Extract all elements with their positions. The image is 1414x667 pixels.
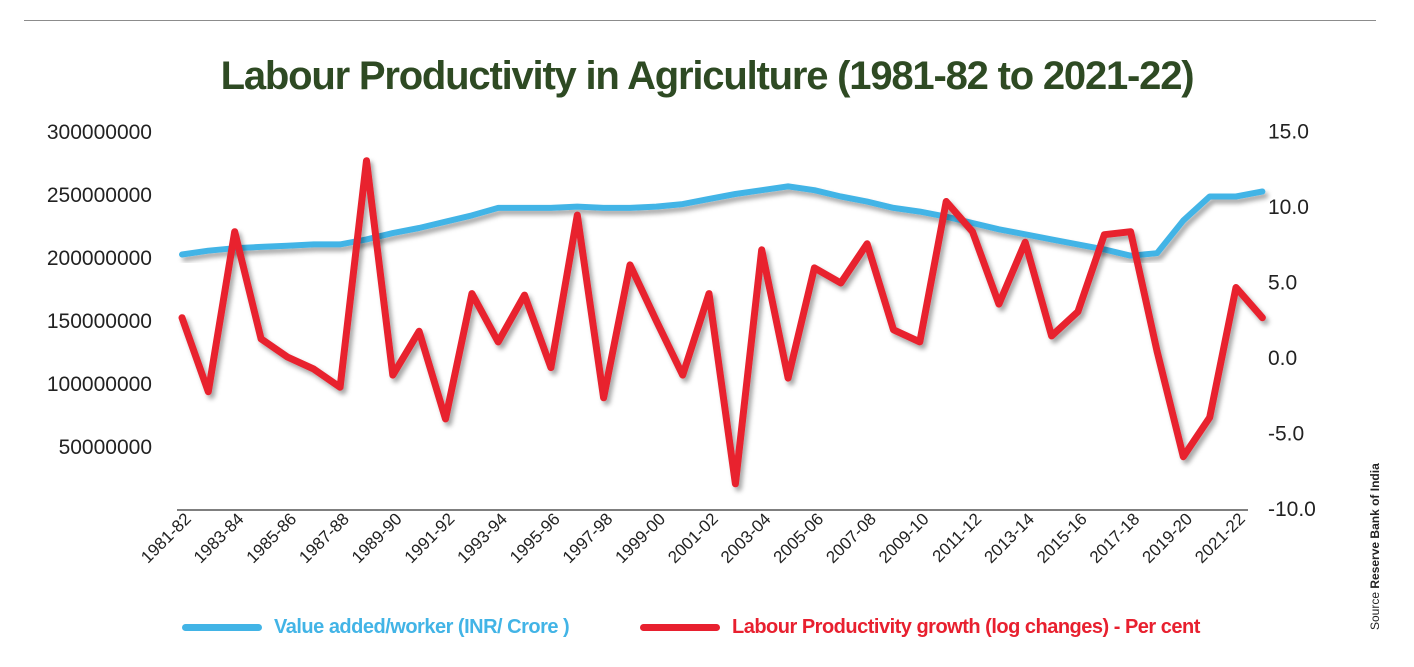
series-line-growth [178,157,1266,488]
x-tick-label: 2019-20 [1139,509,1197,567]
y-left-tick-label: 150000000 [47,310,152,333]
y-right-tick-label: 10.0 [1268,196,1309,219]
legend-swatch-value-added [182,623,262,631]
source-prefix: Source [1368,591,1382,630]
legend-item-growth: Labour Productivity growth (log changes)… [640,612,1200,642]
x-tick-label: 1993-94 [453,509,511,567]
top-divider [24,20,1376,21]
chart-title: Labour Productivity in Agriculture (1981… [220,54,1195,98]
legend-label-growth: Labour Productivity growth (log changes)… [732,615,1200,638]
y-right-tick-label: -10.0 [1268,498,1316,521]
y-left-tick-label: 250000000 [47,184,152,207]
x-tick-label: 2021-22 [1191,509,1249,567]
x-tick-label: 2013-14 [980,509,1038,567]
x-tick-label: 2005-06 [770,509,828,567]
x-tick-label: 2003-04 [717,509,775,567]
legend-label-value-added: Value added/worker (INR/ Crore ) [274,615,570,638]
x-tick-label: 1999-00 [612,509,670,567]
y-left-tick-label: 50000000 [59,436,152,459]
x-tick-label: 1983-84 [190,509,248,567]
x-tick-label: 1985-86 [243,509,301,567]
y-left-tick-label: 300000000 [47,121,152,144]
series-line-value-added [179,183,1266,259]
x-tick-label: 1987-88 [295,509,353,567]
legend-swatch-growth [640,623,720,631]
source-note: Source Reserve Bank of India [1368,463,1382,630]
y-right-tick-label: -5.0 [1268,423,1304,446]
y-left-tick-label: 200000000 [47,247,152,270]
y-right-tick-label: 0.0 [1268,347,1297,370]
x-tick-label: 2001-02 [664,509,722,567]
x-tick-label: 2007-08 [822,509,880,567]
x-tick-label: 1989-90 [348,509,406,567]
x-tick-label: 1991-92 [401,509,459,567]
y-right-tick-label: 15.0 [1268,121,1309,144]
x-tick-label: 2015-16 [1033,509,1091,567]
legend-item-value-added: Value added/worker (INR/ Crore ) [182,612,570,642]
x-tick-label: 1995-96 [506,509,564,567]
y-left-tick-label: 100000000 [47,373,152,396]
y-right-tick-label: 5.0 [1268,272,1297,295]
x-tick-label: 1981-82 [137,509,195,567]
x-tick-label: 2017-18 [1086,509,1144,567]
x-tick-label: 1997-98 [559,509,617,567]
source-name: Reserve Bank of India [1368,463,1382,589]
x-tick-label: 2009-10 [875,509,933,567]
x-tick-label: 2011-12 [929,509,986,566]
